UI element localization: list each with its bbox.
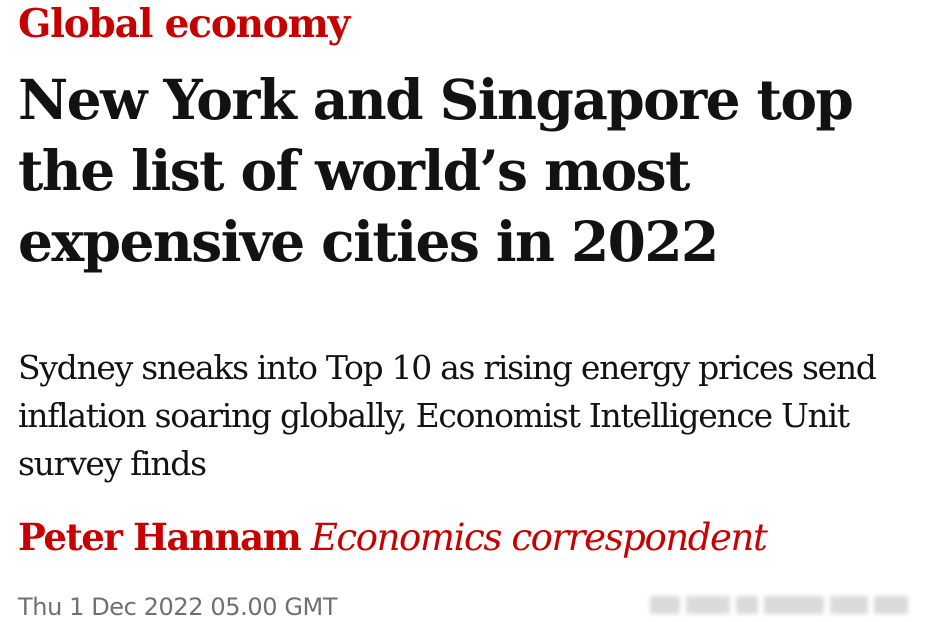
- article-header: Global economy New York and Singapore to…: [18, 0, 923, 622]
- publish-date: Thu 1 Dec 2022 05.00 GMT: [18, 593, 338, 621]
- author-name[interactable]: Peter Hannam: [18, 515, 302, 559]
- blurred-watermark: [650, 594, 918, 616]
- byline: Peter Hannam Economics correspondent: [18, 514, 768, 561]
- watermark-block: [736, 596, 758, 614]
- standfirst: Sydney sneaks into Top 10 as rising ener…: [18, 348, 877, 483]
- watermark-block: [874, 596, 908, 614]
- headline: New York and Singapore top the list of w…: [18, 67, 854, 274]
- watermark-block: [764, 596, 824, 614]
- watermark-block: [830, 596, 868, 614]
- section-label[interactable]: Global economy: [18, 1, 350, 47]
- watermark-block: [686, 596, 730, 614]
- author-role: Economics correspondent: [310, 516, 768, 559]
- watermark-block: [650, 596, 680, 614]
